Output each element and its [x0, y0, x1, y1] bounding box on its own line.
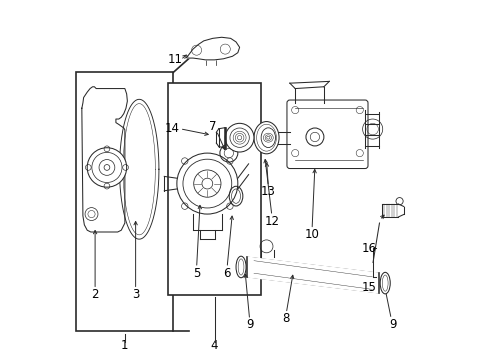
- Ellipse shape: [236, 256, 246, 278]
- Polygon shape: [247, 257, 379, 293]
- Text: 15: 15: [361, 281, 376, 294]
- Text: 4: 4: [211, 339, 218, 352]
- Ellipse shape: [254, 122, 279, 154]
- Text: 3: 3: [132, 288, 139, 301]
- Text: 13: 13: [261, 185, 276, 198]
- Text: 9: 9: [246, 318, 253, 331]
- Text: 7: 7: [209, 120, 217, 133]
- Text: 5: 5: [193, 267, 200, 280]
- Text: 16: 16: [361, 242, 376, 255]
- Bar: [168, 83, 261, 295]
- Text: 6: 6: [223, 267, 231, 280]
- Circle shape: [225, 123, 254, 152]
- Text: 2: 2: [91, 288, 99, 301]
- Ellipse shape: [380, 273, 390, 294]
- Text: 11: 11: [168, 53, 183, 66]
- Bar: [76, 72, 173, 330]
- Polygon shape: [82, 87, 127, 232]
- FancyBboxPatch shape: [287, 100, 368, 168]
- Polygon shape: [186, 37, 240, 60]
- Text: 1: 1: [121, 339, 128, 352]
- Text: 14: 14: [165, 122, 180, 135]
- Circle shape: [87, 148, 126, 187]
- Text: 12: 12: [265, 215, 279, 228]
- Text: 9: 9: [390, 318, 397, 331]
- Text: 8: 8: [283, 311, 290, 325]
- Circle shape: [104, 165, 110, 170]
- Text: 10: 10: [305, 228, 319, 241]
- Circle shape: [177, 153, 238, 214]
